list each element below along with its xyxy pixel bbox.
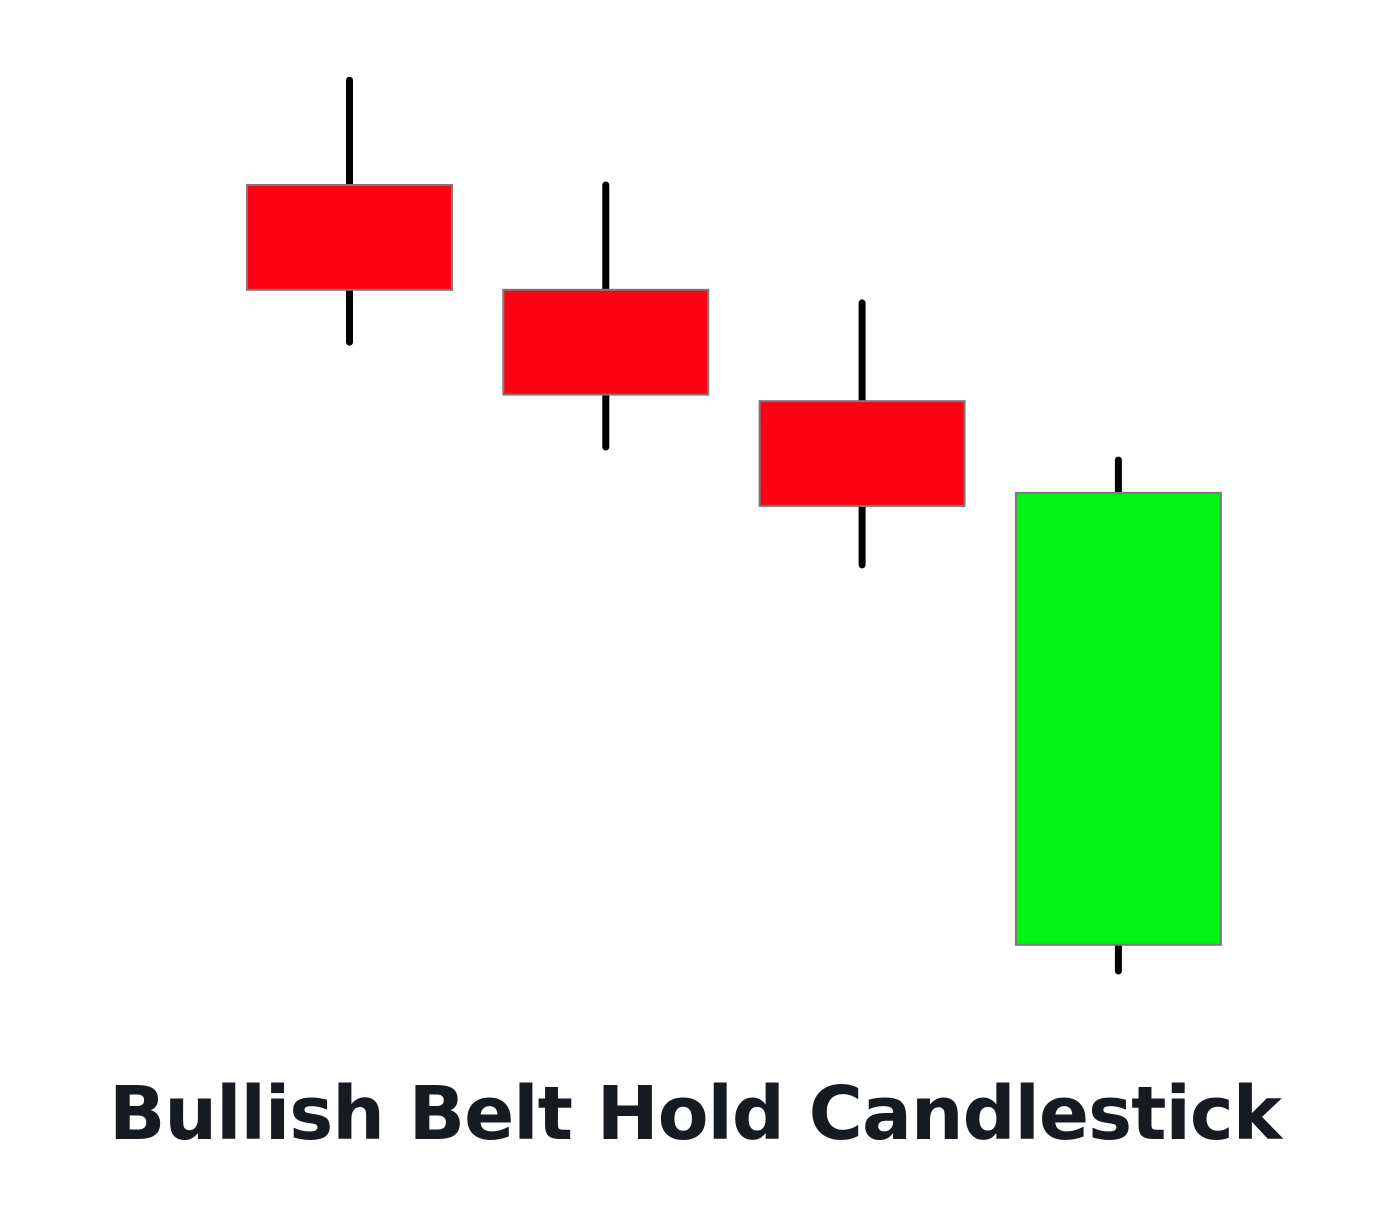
candle-4-body (1014, 491, 1222, 946)
candle-3-body (758, 400, 966, 507)
candle-2 (502, 181, 710, 451)
candle-4 (1014, 456, 1222, 975)
candle-1 (246, 76, 453, 346)
candle-1-body (246, 184, 453, 291)
diagram-caption: Bullish Belt Hold Candlestick (109, 1071, 1282, 1157)
candle-2-body (502, 288, 710, 396)
candle-3 (758, 299, 966, 569)
